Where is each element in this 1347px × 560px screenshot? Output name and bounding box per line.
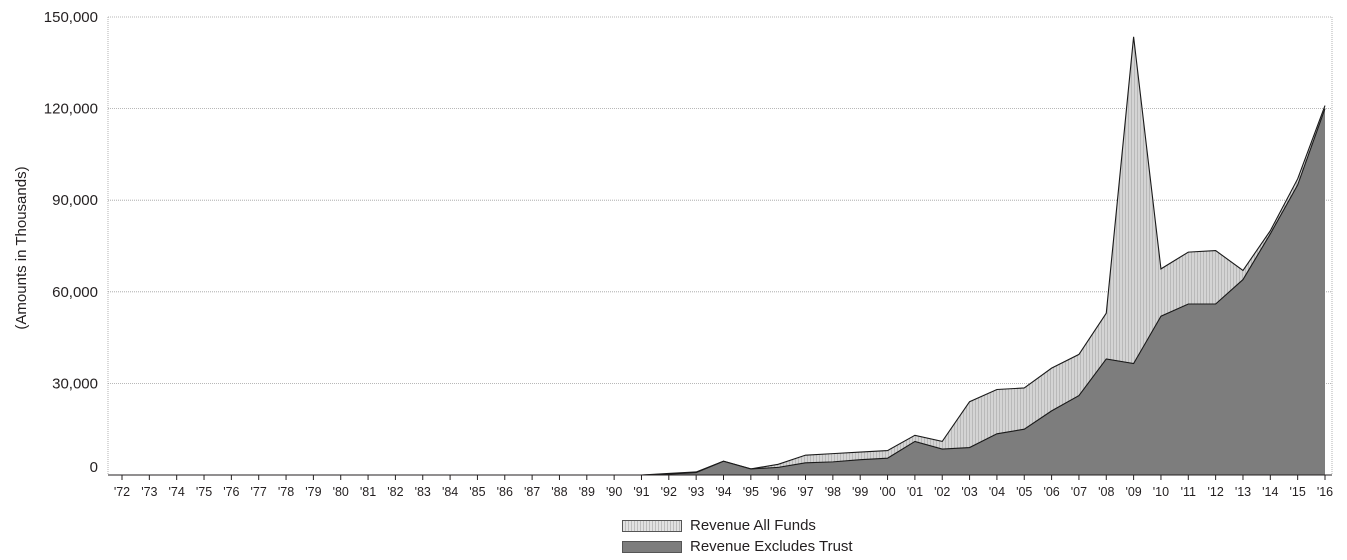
x-tick-label: '91 — [633, 485, 649, 499]
x-tick-label: '01 — [907, 485, 923, 499]
x-tick-label: '16 — [1317, 485, 1333, 499]
x-tick-label: '73 — [141, 485, 157, 499]
y-tick-label: 120,000 — [44, 101, 98, 118]
x-tick-label: '15 — [1290, 485, 1306, 499]
x-tick-label: '78 — [278, 485, 294, 499]
x-tick-label: '75 — [196, 485, 212, 499]
x-tick-label: '93 — [688, 485, 704, 499]
x-tick-label: '88 — [551, 485, 567, 499]
x-tick-label: '90 — [606, 485, 622, 499]
y-tick-label: 0 — [90, 459, 98, 476]
area-revenue-excludes-trust — [122, 108, 1325, 475]
x-tick-label: '92 — [661, 485, 677, 499]
y-tick-labels: 0 30,000 60,000 90,000 120,000 150,000 — [44, 9, 98, 476]
x-tick-label: '04 — [989, 485, 1005, 499]
x-tick-label: '12 — [1207, 485, 1223, 499]
x-tick-label: '98 — [825, 485, 841, 499]
x-tick-label: '10 — [1153, 485, 1169, 499]
x-tick-label: '07 — [1071, 485, 1087, 499]
x-tick-label: '84 — [442, 485, 458, 499]
x-tick-label: '08 — [1098, 485, 1114, 499]
x-tick-label: '11 — [1181, 485, 1196, 499]
legend-label-excludes-trust: Revenue Excludes Trust — [690, 538, 853, 555]
x-tick-labels: '72 '73 '74 '75 '76 '77 '78 '79 '80 '81 '82 '83 '84 '… — [114, 485, 1333, 499]
x-tick-label: '05 — [1016, 485, 1032, 499]
y-tick-label: 90,000 — [52, 192, 98, 209]
x-tick-label: '09 — [1125, 485, 1141, 499]
x-tick-label: '97 — [797, 485, 813, 499]
x-tick-label: '13 — [1235, 485, 1251, 499]
legend-item-all-funds: Revenue All Funds — [622, 515, 853, 536]
x-tick-label: '03 — [961, 485, 977, 499]
legend: Revenue All Funds Revenue Excludes Trust — [622, 515, 853, 557]
x-tick-label: '77 — [251, 485, 267, 499]
y-tick-label: 150,000 — [44, 9, 98, 26]
x-tick-label: '79 — [305, 485, 321, 499]
y-tick-label: 60,000 — [52, 284, 98, 301]
x-tick-label: '81 — [360, 485, 376, 499]
gridlines — [107, 16, 1333, 476]
legend-item-excludes-trust: Revenue Excludes Trust — [622, 536, 853, 557]
x-tick-label: '76 — [223, 485, 239, 499]
legend-label-all-funds: Revenue All Funds — [690, 517, 816, 534]
x-tick-label: '87 — [524, 485, 540, 499]
x-tick-label: '00 — [879, 485, 895, 499]
x-tick-label: '14 — [1262, 485, 1278, 499]
x-tick-label: '99 — [852, 485, 868, 499]
x-tick-label: '86 — [497, 485, 513, 499]
y-axis-label: (Amounts in Thousands) — [13, 166, 30, 329]
x-axis — [108, 474, 1332, 480]
x-tick-label: '94 — [715, 485, 731, 499]
x-tick-label: '06 — [1043, 485, 1059, 499]
area-series — [122, 36, 1326, 476]
legend-swatch-excludes-trust — [622, 540, 682, 553]
legend-swatch-all-funds — [622, 519, 682, 532]
x-tick-label: '83 — [415, 485, 431, 499]
x-tick-label: '72 — [114, 485, 130, 499]
y-tick-label: 30,000 — [52, 375, 98, 392]
x-tick-label: '80 — [333, 485, 349, 499]
x-tick-label: '85 — [469, 485, 485, 499]
x-tick-label: '95 — [743, 485, 759, 499]
x-tick-label: '89 — [579, 485, 595, 499]
x-tick-label: '96 — [770, 485, 786, 499]
x-tick-label: '74 — [169, 485, 185, 499]
x-tick-label: '02 — [934, 485, 950, 499]
chart: (Amounts in Thousands) 0 30,000 60,000 90,0… — [13, 9, 1333, 499]
x-tick-label: '82 — [387, 485, 403, 499]
